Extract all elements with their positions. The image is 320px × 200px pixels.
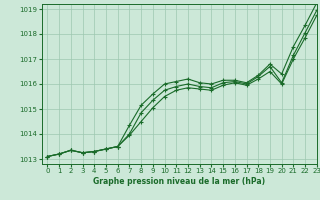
X-axis label: Graphe pression niveau de la mer (hPa): Graphe pression niveau de la mer (hPa) bbox=[93, 177, 265, 186]
